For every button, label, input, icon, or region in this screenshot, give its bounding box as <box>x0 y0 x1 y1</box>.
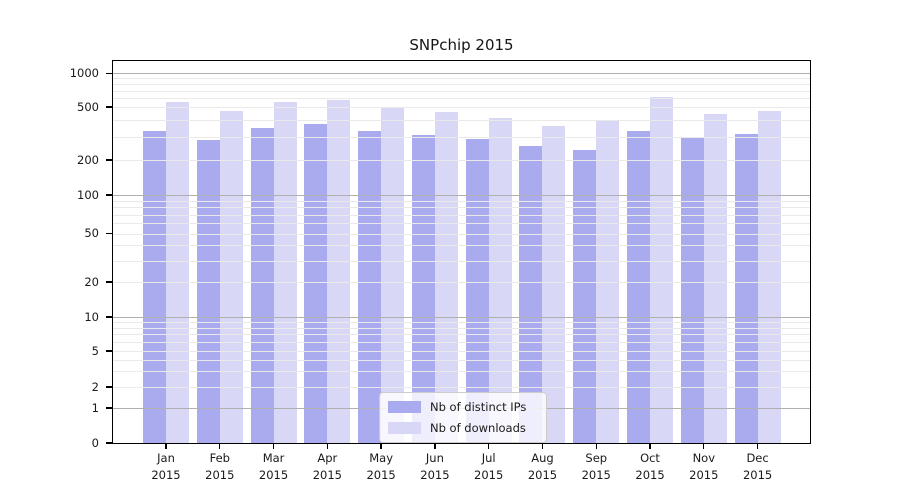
y-tick-mark-5 <box>106 350 113 352</box>
bar-distinct-ips-mar <box>250 127 274 443</box>
x-tick-mark-jul <box>487 443 490 449</box>
bar-downloads-aug <box>542 126 566 443</box>
bar-distinct-ips-jun <box>411 134 435 443</box>
bar-downloads-oct <box>650 97 674 443</box>
bar-distinct-ips-dec <box>734 134 758 443</box>
bar-distinct-ips-may <box>358 131 382 443</box>
y-tick-mark-1 <box>106 407 113 409</box>
bar-distinct-ips-jan <box>143 131 166 443</box>
y-tick-mark-20 <box>106 281 113 283</box>
x-tick-mark-nov <box>703 443 705 449</box>
y-tick-label-1000: 1000 <box>69 65 99 80</box>
x-tick-label-jan: Jan 2015 <box>151 451 181 482</box>
x-tick-label-jul: Jul 2015 <box>474 451 504 482</box>
bar-downloads-jul <box>488 118 512 443</box>
y-tick-label-20: 20 <box>84 274 99 289</box>
bar-distinct-ips-nov <box>680 136 704 443</box>
y-tick-mark-1000 <box>106 72 113 74</box>
x-tick-label-aug: Aug 2015 <box>527 451 558 482</box>
x-tick-mark-sep <box>595 443 597 449</box>
legend-swatch-distinct-ips <box>388 401 421 413</box>
bar-downloads-mar <box>273 101 297 443</box>
legend-layer: Nb of distinct IPs Nb of downloads <box>113 61 810 443</box>
y-tick-mark-10 <box>106 316 113 318</box>
chart-title: SNPchip 2015 <box>409 36 514 54</box>
y-tick-mark-200 <box>106 159 113 161</box>
bar-downloads-sep <box>596 119 620 443</box>
bar-distinct-ips-apr <box>304 124 328 443</box>
x-tick-label-sep: Sep 2015 <box>581 451 611 482</box>
y-tick-label-10: 10 <box>84 309 99 324</box>
x-tick-mark-may <box>380 443 382 449</box>
x-tick-mark-aug <box>541 443 544 449</box>
y-tick-mark-100 <box>106 194 113 196</box>
x-tick-label-mar: Mar 2015 <box>258 451 289 482</box>
y-tick-label-2: 2 <box>91 379 99 394</box>
x-tick-mark-mar <box>272 443 275 449</box>
x-tick-label-jun: Jun 2015 <box>420 451 450 482</box>
y-tick-label-1: 1 <box>91 400 99 415</box>
y-tick-label-50: 50 <box>84 226 99 240</box>
x-tick-mark-dec <box>756 443 759 449</box>
x-tick-mark-jan <box>165 443 167 449</box>
y-tick-mark-500 <box>106 106 113 108</box>
bar-distinct-ips-sep <box>573 149 597 443</box>
x-tick-label-may: May 2015 <box>366 451 396 482</box>
x-tick-mark-oct <box>649 443 651 449</box>
x-tick-label-apr: Apr 2015 <box>312 451 342 482</box>
x-tick-mark-apr <box>326 443 329 449</box>
bar-downloads-jan <box>166 101 189 443</box>
legend-label-downloads: Nb of downloads <box>430 421 526 435</box>
bar-downloads-apr <box>327 99 351 443</box>
y-tick-label-5: 5 <box>91 343 99 358</box>
legend-swatch-downloads <box>388 422 421 434</box>
x-tick-mark-jun <box>434 443 436 449</box>
legend-label-distinct-ips: Nb of distinct IPs <box>430 400 527 414</box>
legend-item-distinct-ips: Nb of distinct IPs <box>388 400 538 414</box>
bar-distinct-ips-oct <box>627 131 651 443</box>
legend: Nb of distinct IPs Nb of downloads <box>379 392 547 443</box>
plot-area: Nb of distinct IPs Nb of downloads <box>112 60 811 444</box>
x-tick-label-feb: Feb 2015 <box>205 451 235 482</box>
y-tick-label-200: 200 <box>77 152 99 167</box>
bar-downloads-may <box>381 107 405 443</box>
y-tick-mark-2 <box>106 386 113 388</box>
y-tick-mark-50 <box>106 232 113 235</box>
bar-distinct-ips-aug <box>519 146 543 443</box>
x-tick-mark-feb <box>219 443 221 449</box>
y-tick-label-0: 0 <box>91 435 99 450</box>
y-tick-mark-0 <box>106 442 113 444</box>
legend-item-downloads: Nb of downloads <box>388 421 538 435</box>
y-tick-label-100: 100 <box>77 187 99 202</box>
y-tick-label-500: 500 <box>77 99 99 114</box>
x-tick-label-nov: Nov 2015 <box>689 451 719 482</box>
x-tick-label-oct: Oct 2015 <box>635 451 665 482</box>
x-tick-label-dec: Dec 2015 <box>742 451 773 482</box>
